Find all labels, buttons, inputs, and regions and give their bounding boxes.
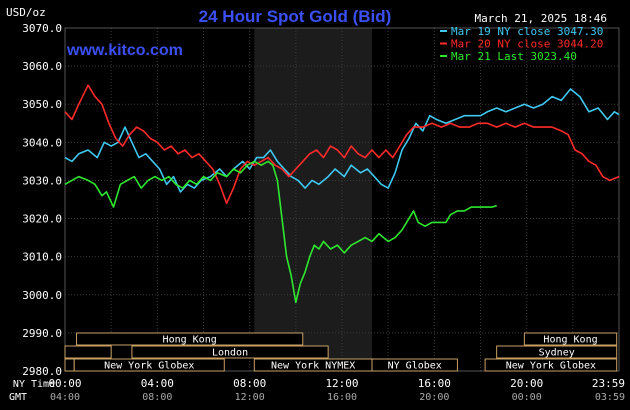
session-box: [73, 358, 225, 372]
y-tick-label: 3050.0: [22, 98, 62, 111]
x-tick-label-gmt: 08:00: [142, 392, 172, 403]
x-tick-label-gmt: 12:00: [235, 392, 265, 403]
x-tick-label-gmt: 16:00: [327, 392, 357, 403]
session-box: [76, 332, 304, 346]
x-tick-label-ny: 16:00: [418, 377, 451, 390]
y-axis-ticks: 2980.0 2990.0 3000.0 3010.0 3020.0 3030.0 3040…: [22, 22, 62, 378]
ny-time-label: NY Time: [13, 379, 55, 390]
session-box: [131, 345, 329, 359]
session-box: [64, 345, 112, 359]
x-tick-label-ny: 20:00: [510, 377, 543, 390]
session-label: New York Globex: [104, 361, 194, 372]
x-axis-ticks: 00:00 04:00 04:00 08:00 08:00 12:00 12:00 16:00…: [48, 377, 625, 403]
y-tick-label: 3060.0: [22, 60, 62, 73]
session-label: New York NYMEX: [271, 361, 355, 372]
series-line-2: [64, 84, 620, 205]
market-sessions: Hong Kong Hong Kong London Sydney New York G…: [64, 332, 618, 372]
session-label: New York Globex: [506, 361, 596, 372]
legend-entry: Mar 20 NY close 3044.20: [451, 38, 603, 51]
x-tick-label-ny: 00:00: [48, 377, 81, 390]
session-label: Sydney: [539, 348, 575, 359]
legend-entry: Mar 19 NY close 3047.30: [451, 25, 603, 38]
series-line-3: [64, 160, 497, 304]
nymex-session-band: [254, 28, 373, 371]
x-tick-label-gmt: 03:59: [595, 392, 625, 403]
y-tick-label: 3010.0: [22, 251, 62, 264]
session-box: [64, 358, 75, 372]
gmt-label: GMT: [9, 392, 27, 403]
session-label: Hong Kong: [543, 335, 597, 346]
session-box: [523, 332, 618, 346]
y-axis-unit-label: USD/oz: [6, 6, 46, 19]
session-box: [484, 358, 618, 372]
y-tick-label: 3000.0: [22, 289, 62, 302]
gridlines: [64, 27, 620, 372]
x-tick-label-ny: 08:00: [233, 377, 266, 390]
x-tick-label-gmt: 00:00: [512, 392, 542, 403]
y-tick-label: 2980.0: [22, 365, 62, 378]
chart-timestamp: March 21, 2025 18:46: [475, 12, 607, 25]
session-box: [496, 345, 618, 359]
legend-entry: Mar 21 Last 3023.40: [451, 50, 577, 63]
session-box: [371, 358, 458, 372]
y-tick-label: 3020.0: [22, 213, 62, 226]
x-tick-label-ny: 04:00: [141, 377, 174, 390]
y-tick-label: 2990.0: [22, 327, 62, 340]
series-lines: [64, 84, 620, 304]
y-tick-label: 3030.0: [22, 174, 62, 187]
y-tick-label: 3040.0: [22, 136, 62, 149]
y-tick-label: 3070.0: [22, 22, 62, 35]
x-tick-label-gmt: 20:00: [419, 392, 449, 403]
chart-title: 24 Hour Spot Gold (Bid): [199, 7, 392, 26]
session-label: London: [212, 348, 248, 359]
x-tick-label-ny: 12:00: [325, 377, 358, 390]
session-label: NY Globex: [388, 361, 442, 372]
series-line-1: [64, 88, 620, 193]
x-tick-label-ny: 23:59: [592, 377, 625, 390]
x-tick-label-gmt: 04:00: [50, 392, 80, 403]
kitco-watermark: www.kitco.com: [66, 42, 183, 59]
session-label: Hong Kong: [163, 335, 217, 346]
plot-area: [64, 27, 620, 372]
